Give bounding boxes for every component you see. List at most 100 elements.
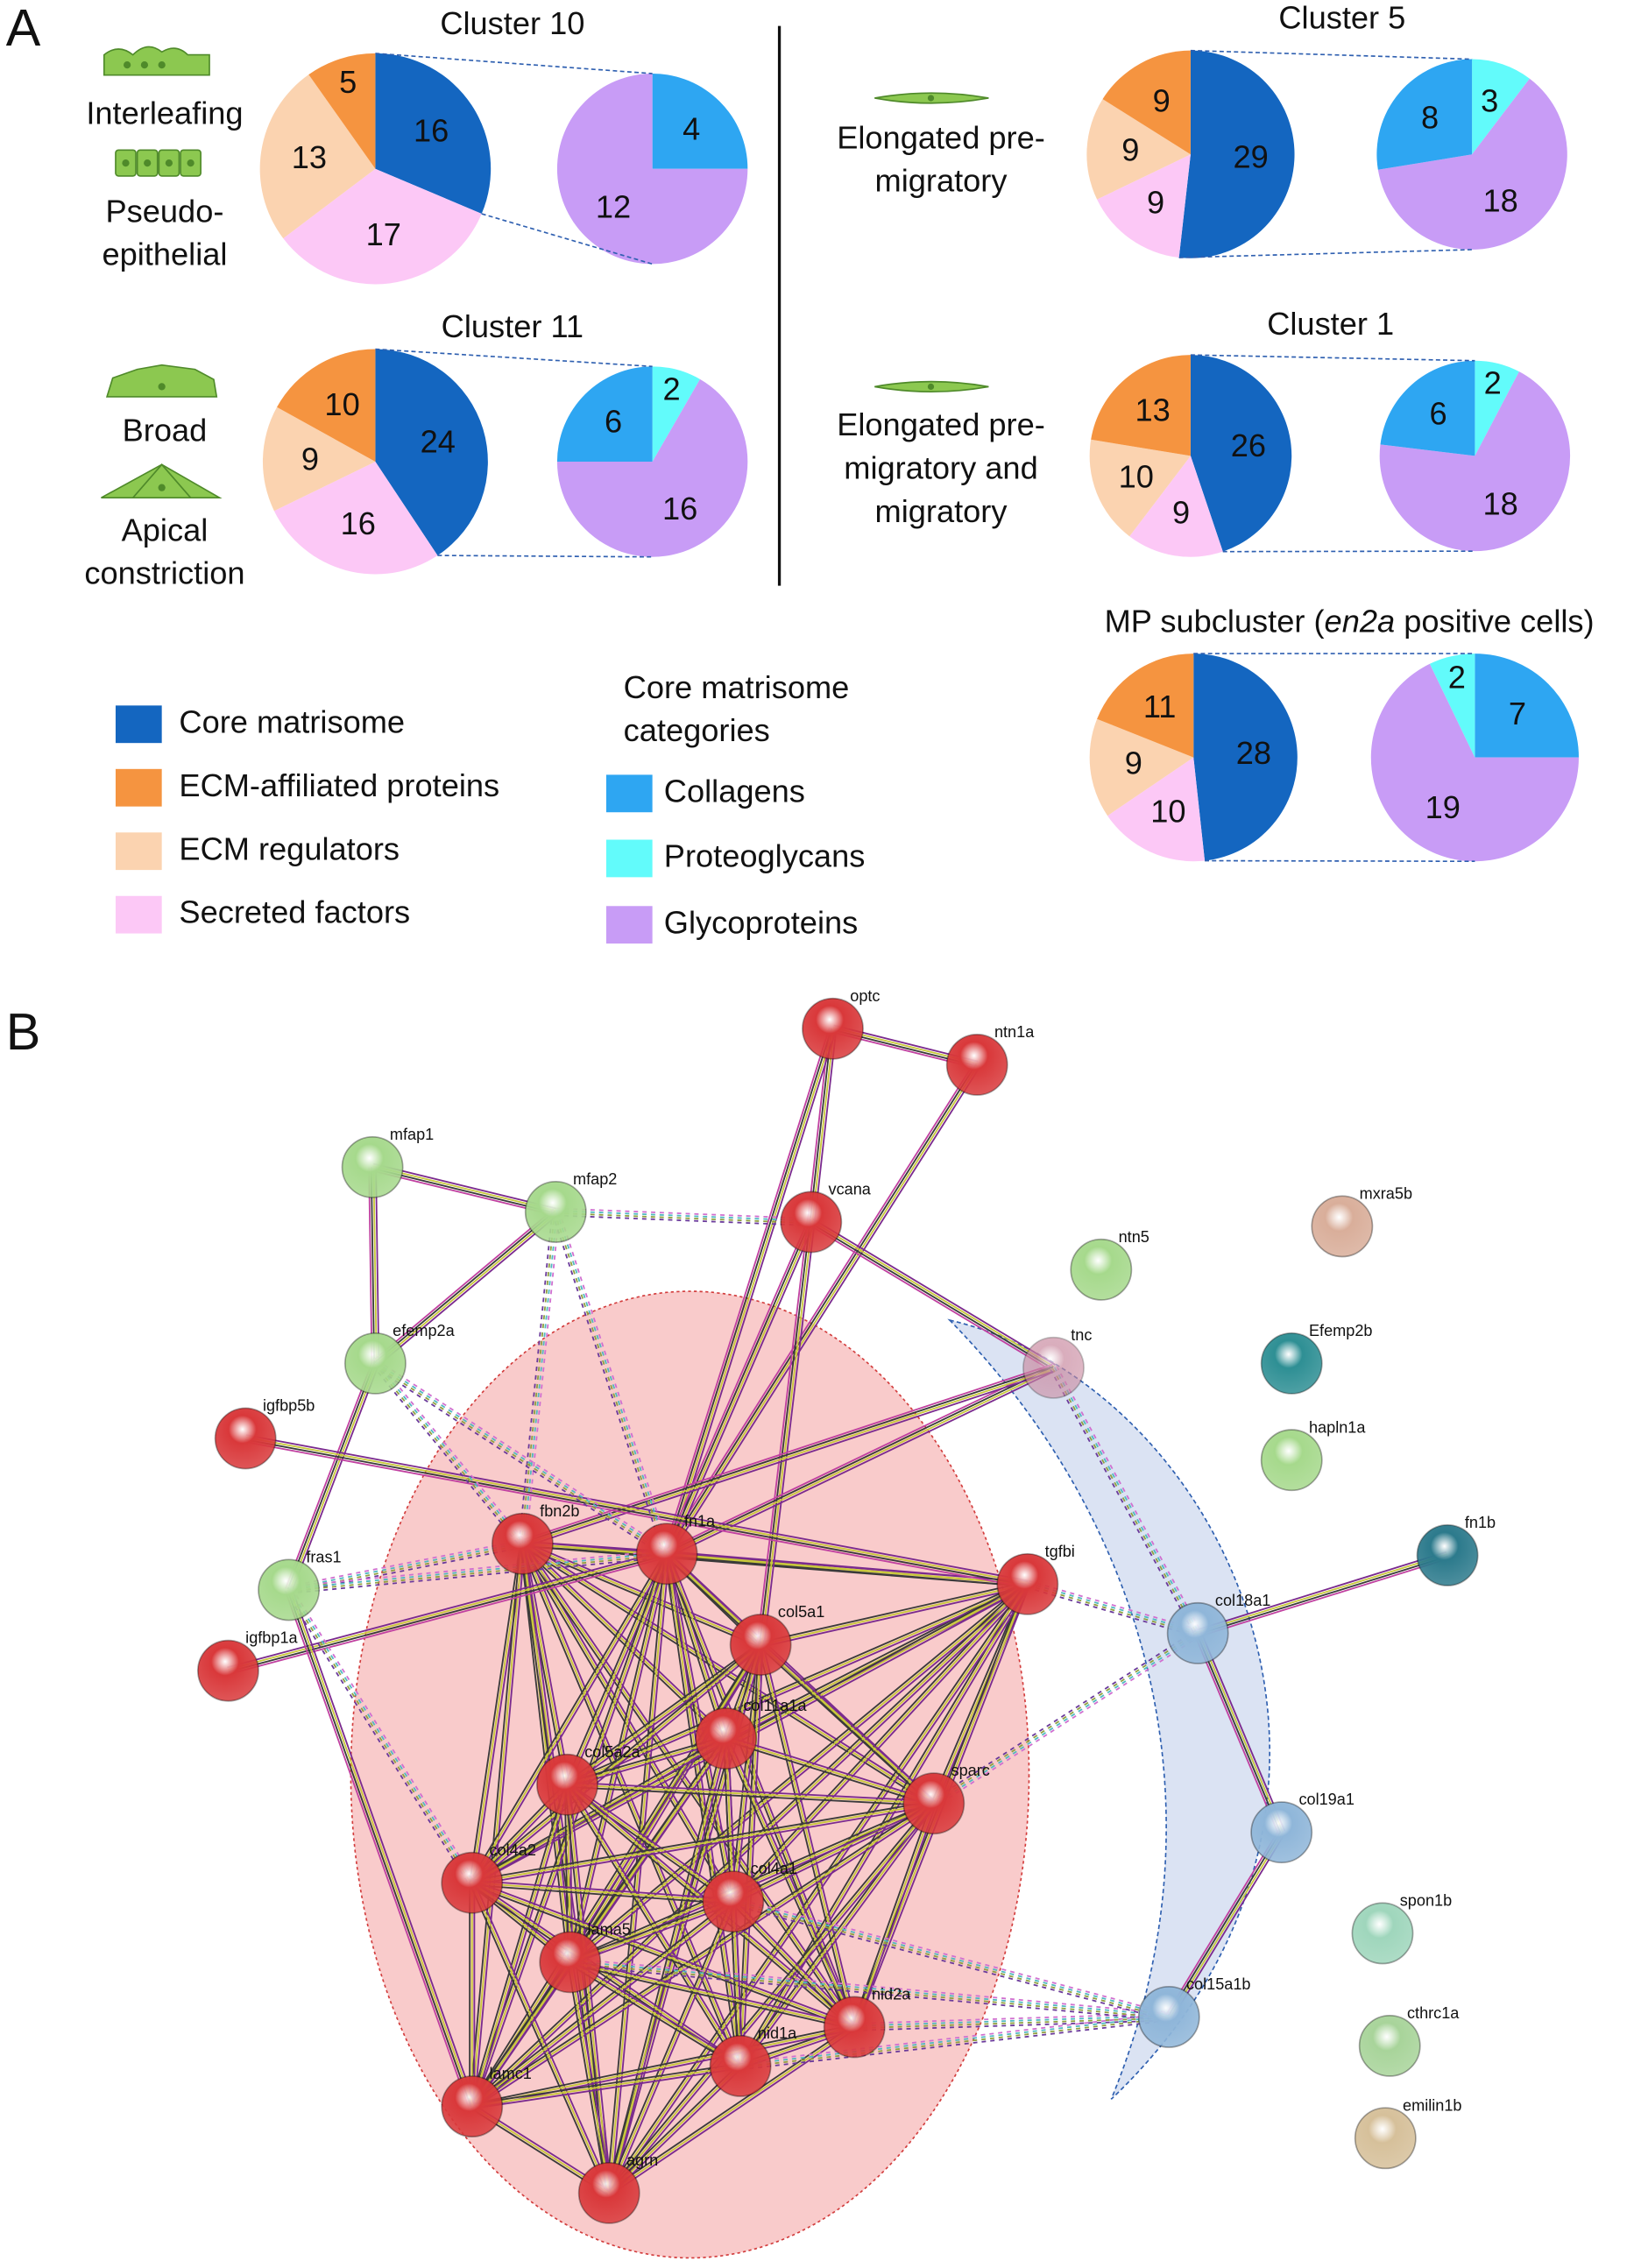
- network-edge: [473, 1554, 670, 1885]
- network-node: [1351, 1902, 1414, 1965]
- slice-label: 12: [596, 188, 631, 224]
- network-edge: [1056, 1365, 1202, 1632]
- network-edge: [1051, 1367, 1198, 1635]
- node-label: mxra5b: [1360, 1184, 1412, 1202]
- node-label: col18a1: [1215, 1592, 1270, 1609]
- network-edge: [469, 1784, 566, 2107]
- pie-slice: [1429, 654, 1475, 758]
- pie-slice: [375, 349, 488, 556]
- network-edge: [855, 1804, 937, 2029]
- slice-label: 18: [1483, 485, 1518, 521]
- network-edge: [662, 1220, 810, 1553]
- network-edge: [1053, 1367, 1200, 1634]
- network-node: [1070, 1238, 1133, 1301]
- node-label: igfbp5b: [263, 1397, 315, 1415]
- network-edge: [285, 1590, 470, 2109]
- pie-slice: [556, 378, 748, 557]
- network-edge: [471, 1900, 734, 2108]
- pie-slice: [556, 366, 653, 463]
- node-label: col5a1: [778, 1603, 824, 1621]
- pie-slice: [652, 366, 700, 463]
- pie-slice: [1089, 439, 1191, 537]
- slice-label: 13: [292, 139, 327, 175]
- network-edge: [288, 1551, 668, 1590]
- network-edge: [520, 1212, 555, 1544]
- network-node: [1354, 2107, 1417, 2170]
- network-edge: [664, 1028, 833, 1554]
- network-node: [441, 1851, 504, 1914]
- cell-type-label: migratory and: [844, 449, 1037, 485]
- node-label: ntn1a: [994, 1023, 1035, 1041]
- node-label: nid1a: [758, 2024, 797, 2042]
- network-edge: [520, 1544, 853, 2029]
- network-edge: [1198, 1632, 1284, 1833]
- network-edge: [471, 1883, 733, 1905]
- network-edge: [568, 1963, 740, 2069]
- slice-label: 9: [301, 441, 319, 477]
- network-edge: [285, 1361, 373, 1589]
- network-node: [1260, 1429, 1323, 1492]
- network-edge: [665, 1063, 977, 1554]
- network-edge: [372, 1208, 555, 1362]
- slice-label: 17: [366, 216, 401, 252]
- slice-label: 13: [1135, 392, 1171, 428]
- slice-label: 28: [1236, 735, 1271, 771]
- network-edge: [851, 1802, 933, 2027]
- network-node: [1416, 1523, 1479, 1586]
- slice-label: 24: [421, 424, 456, 460]
- network-edge: [760, 1643, 935, 1805]
- network-edge: [931, 1629, 1197, 1802]
- network-edge: [288, 1588, 474, 1883]
- network-edge: [372, 1165, 556, 1212]
- network-edge: [375, 1361, 668, 1554]
- network-edge: [760, 1644, 856, 2028]
- network-edge: [571, 1961, 612, 2194]
- network-edge: [471, 2062, 740, 2105]
- network-edge: [377, 1360, 527, 1543]
- slice-label: 9: [1147, 185, 1164, 221]
- network-edge: [758, 1645, 933, 1806]
- network-edge: [525, 1212, 561, 1544]
- connector: [1178, 249, 1473, 258]
- node-label: col4a2: [490, 1841, 536, 1859]
- connector: [1190, 49, 1473, 60]
- network-edge: [472, 1805, 935, 1886]
- connector: [1190, 354, 1475, 362]
- chart-title: Cluster 10: [440, 5, 584, 41]
- network-edge: [606, 2063, 739, 2193]
- network-edge: [761, 1643, 858, 2027]
- network-edge: [567, 1583, 1029, 1786]
- slice-label: 19: [1425, 789, 1461, 825]
- network-edge: [472, 1645, 763, 1885]
- pie-slice: [273, 462, 438, 575]
- network-edge: [608, 2026, 855, 2194]
- network-edge: [667, 1552, 1028, 1586]
- network-node: [258, 1558, 321, 1622]
- slice-label: 29: [1233, 138, 1268, 174]
- chart-title: Cluster 1: [1267, 306, 1394, 342]
- legend-label: ECM regulators: [179, 830, 400, 866]
- network-edge: [667, 1028, 835, 1555]
- pie-slice: [1190, 355, 1292, 552]
- network-edge: [570, 1959, 742, 2065]
- network-edge: [228, 1554, 668, 1673]
- network-edge: [566, 1784, 611, 2194]
- network-edge: [375, 1167, 380, 1364]
- network-edge: [471, 2024, 854, 2105]
- network-node: [1137, 1986, 1200, 2048]
- slice-label: 16: [662, 491, 697, 526]
- network-edge: [727, 1737, 858, 2027]
- network-edge: [470, 1544, 524, 1883]
- network-edge: [375, 1212, 557, 1366]
- network-edge: [1165, 1830, 1280, 2016]
- network-node: [996, 1552, 1059, 1615]
- network-edge: [725, 1583, 1029, 1740]
- network-edge: [469, 1883, 608, 2194]
- network-node: [702, 1870, 765, 1933]
- pie-slice: [1086, 99, 1191, 200]
- network-edge: [809, 1224, 1052, 1372]
- network-edge: [761, 1642, 937, 1803]
- cell-nucleus: [158, 484, 166, 491]
- network-edge: [667, 1064, 980, 1555]
